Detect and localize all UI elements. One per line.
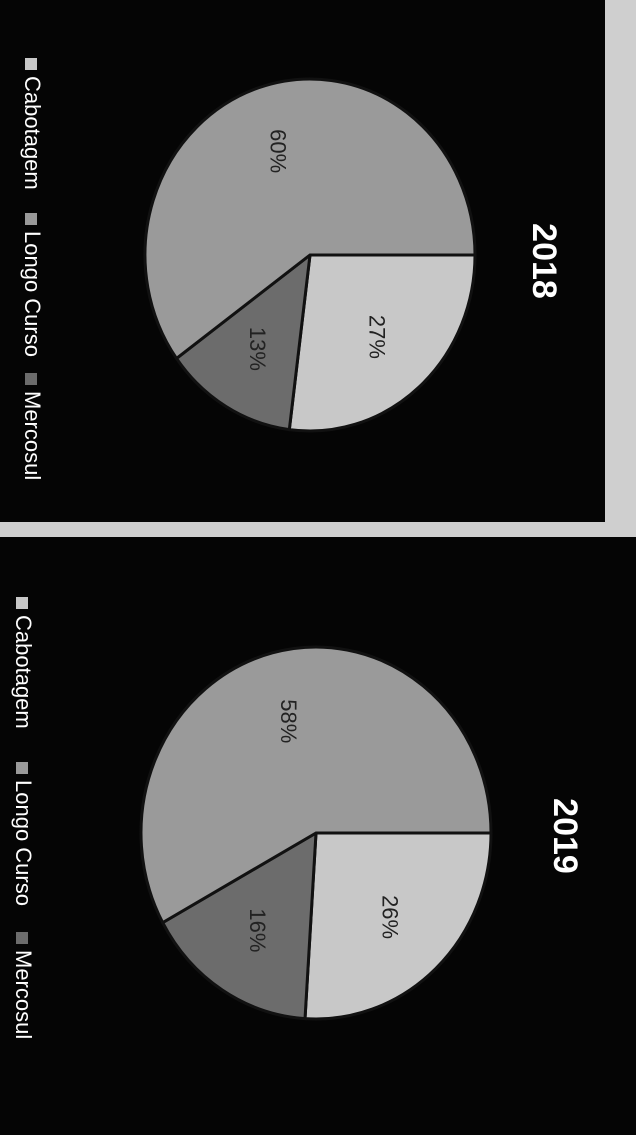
pie-slice-cabotagem [303, 831, 493, 1021]
slice-label: 27% [365, 315, 390, 359]
pie-chart-2019: 2019 26% 16% 58% Cabotagem Longo Curso Merco… [11, 597, 584, 1039]
pie-slice-mercosul [160, 830, 318, 1021]
slice-label: 60% [265, 129, 290, 173]
legend-label: Mercosul [20, 391, 45, 480]
legend: Cabotagem Longo Curso Mercosul [20, 58, 45, 480]
pie-slice-mercosul [174, 251, 312, 432]
pie-slice-longo-curso [143, 77, 477, 361]
legend-swatch [25, 58, 37, 70]
legend-label: Longo Curso [11, 780, 36, 906]
legend-label: Mercosul [11, 950, 36, 1039]
chart-panel-2018: 2018 27% 13% 60% Cabotagem Longo Curso Merco… [0, 0, 605, 522]
legend-label: Cabotagem [11, 615, 36, 729]
slice-label: 26% [377, 895, 402, 939]
pie-slice-cabotagem [287, 253, 477, 433]
chart-title: 2019 [546, 798, 584, 874]
slice-label: 58% [276, 699, 301, 743]
pie-slices: 26% 16% 58% [139, 645, 493, 1021]
chart-panel-2019: 2019 26% 16% 58% Cabotagem Longo Curso Merco… [0, 537, 636, 1135]
slice-label: 13% [245, 327, 270, 371]
pie-chart-2018: 2018 27% 13% 60% Cabotagem Longo Curso Merco… [20, 58, 563, 480]
pie-slice-longo-curso [139, 645, 493, 925]
legend-swatch [16, 762, 28, 774]
chart-title: 2018 [525, 223, 563, 299]
legend-swatch [16, 597, 28, 609]
legend-swatch [25, 213, 37, 225]
legend-swatch [25, 373, 37, 385]
slice-label: 16% [245, 908, 270, 952]
legend-label: Longo Curso [20, 231, 45, 357]
legend-swatch [16, 932, 28, 944]
legend-label: Cabotagem [20, 76, 45, 190]
pie-slices: 27% 13% 60% [143, 77, 477, 433]
legend: Cabotagem Longo Curso Mercosul [11, 597, 36, 1039]
